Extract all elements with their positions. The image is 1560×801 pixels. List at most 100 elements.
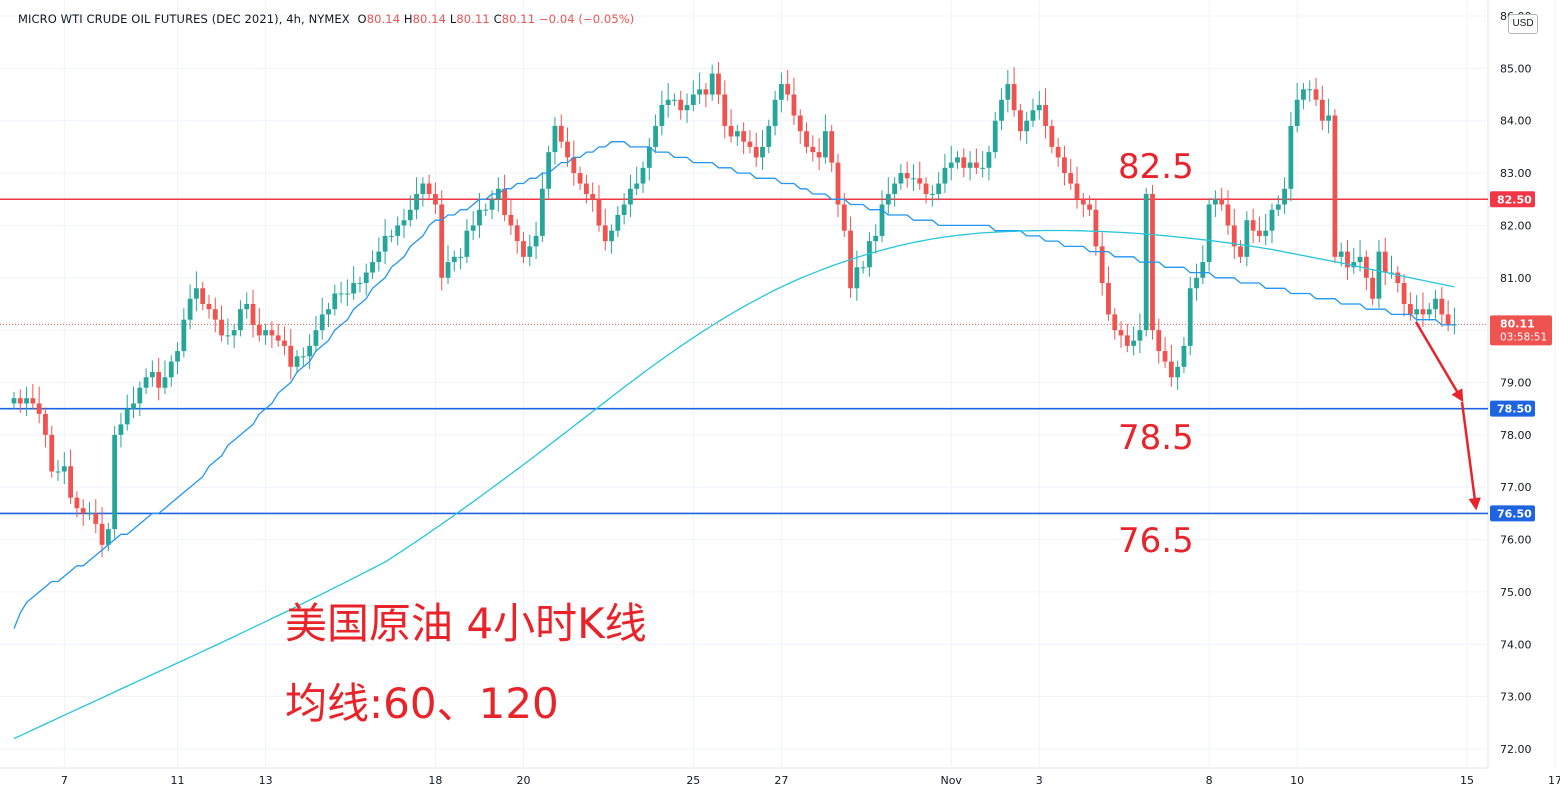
candle-body — [68, 466, 74, 498]
candle-body — [124, 408, 130, 425]
level-badge-label: 82.50 — [1497, 193, 1532, 206]
candle-body — [609, 230, 614, 242]
candle-body — [1257, 230, 1262, 236]
forecast-arrows — [1414, 321, 1481, 511]
price-axis[interactable]: 72.00 73.00 74.00 75.00 76.00 77.00 78.00 79.00… — [1500, 10, 1532, 756]
candle-body — [961, 157, 967, 168]
symbol-title: MICRO WTI CRUDE OIL FUTURES (DEC 2021), … — [18, 12, 350, 26]
candle-body — [1030, 110, 1036, 121]
candle-body — [1414, 309, 1420, 315]
candle-body — [571, 157, 577, 174]
candle-body — [30, 398, 36, 404]
candle-body — [376, 251, 382, 263]
candle-body — [1345, 251, 1350, 268]
close-label: C — [493, 12, 502, 26]
candle-body — [1238, 246, 1243, 257]
candle-body — [1168, 361, 1174, 378]
candle-body — [980, 167, 986, 169]
candle-body — [112, 434, 118, 530]
chart-annotation-title: 美国原油 4小时K线 — [285, 599, 647, 648]
candle-body — [238, 309, 243, 331]
candle-body — [149, 372, 155, 378]
moving-average-lines — [13, 141, 1455, 740]
candle-body — [841, 204, 847, 231]
time-axis[interactable]: 7 11 13 18 20 25 27 Nov 3 8 10 15 17 — [61, 774, 1560, 787]
candle-body — [1118, 330, 1124, 336]
candle-body — [407, 209, 413, 221]
candle-body — [175, 351, 180, 362]
level-badge-label: 76.50 — [1497, 507, 1532, 520]
candle-body — [797, 115, 803, 132]
time-tick-label: 20 — [516, 774, 530, 787]
candle-body — [1043, 105, 1048, 126]
high-value: 80.14 — [412, 12, 447, 26]
candle-body — [389, 235, 394, 237]
price-tick-label: 83.00 — [1500, 167, 1532, 180]
candle-body — [1445, 314, 1451, 325]
candle-body — [1036, 105, 1042, 111]
candle-body — [275, 335, 281, 341]
candle-body — [231, 330, 237, 336]
candle-body — [785, 84, 791, 95]
candle-body — [615, 214, 621, 231]
candle-body — [80, 508, 86, 514]
currency-button[interactable]: USD — [1508, 14, 1538, 34]
candle-body — [703, 89, 709, 95]
candle-body — [879, 204, 885, 236]
candle-body — [558, 125, 564, 142]
candle-body — [470, 225, 476, 231]
candle-body — [621, 204, 627, 215]
candle-body — [628, 188, 633, 205]
candle-body — [722, 94, 728, 126]
candle-body — [885, 194, 891, 205]
ma60-line — [13, 141, 1455, 629]
candle-body — [338, 293, 344, 295]
candle-body — [659, 105, 665, 126]
candle-body — [1005, 84, 1011, 100]
candle-body — [778, 84, 784, 100]
candle-body — [313, 330, 319, 346]
candle-body — [344, 293, 350, 295]
candle-body — [1376, 251, 1382, 299]
candle-body — [1319, 99, 1325, 121]
time-tick-label: 18 — [428, 774, 442, 787]
candle-body — [1395, 272, 1401, 284]
candle-body — [395, 225, 401, 236]
candle-body — [1382, 251, 1388, 273]
candle-body — [282, 340, 287, 346]
candle-body — [533, 235, 539, 247]
time-tick-label: 25 — [686, 774, 700, 787]
candle-body — [973, 162, 979, 168]
candle-body — [546, 152, 552, 189]
candle-body — [804, 131, 809, 147]
candle-body — [716, 73, 721, 95]
candle-body — [835, 162, 841, 205]
price-tick-label: 75.00 — [1500, 586, 1532, 599]
candle-body — [156, 372, 162, 388]
candle-body — [634, 183, 640, 189]
current-price-label: 80.11 — [1500, 317, 1535, 330]
candle-body — [1194, 277, 1199, 289]
candle-body — [1175, 366, 1181, 378]
countdown-label: 03:58:51 — [1500, 331, 1547, 343]
symbol-legend[interactable]: MICRO WTI CRUDE OIL FUTURES (DEC 2021), … — [18, 12, 634, 26]
candle-body — [854, 267, 860, 289]
candle-body — [917, 178, 923, 184]
candle-body — [1263, 230, 1269, 236]
price-tick-label: 81.00 — [1500, 272, 1532, 285]
candle-body — [445, 262, 451, 278]
candle-body — [1275, 204, 1281, 210]
candle-body — [552, 125, 558, 153]
close-value: 80.11 — [501, 12, 536, 26]
price-tick-label: 78.00 — [1500, 429, 1532, 442]
candle-body — [1244, 220, 1250, 257]
candle-body — [967, 162, 973, 168]
candlesticks — [11, 62, 1457, 558]
candle-body — [269, 330, 275, 336]
candle-body — [1301, 89, 1306, 100]
candle-body — [1137, 330, 1143, 341]
horizontal-levels — [0, 198, 1488, 515]
candle-body — [760, 146, 765, 158]
candle-body — [514, 225, 520, 242]
